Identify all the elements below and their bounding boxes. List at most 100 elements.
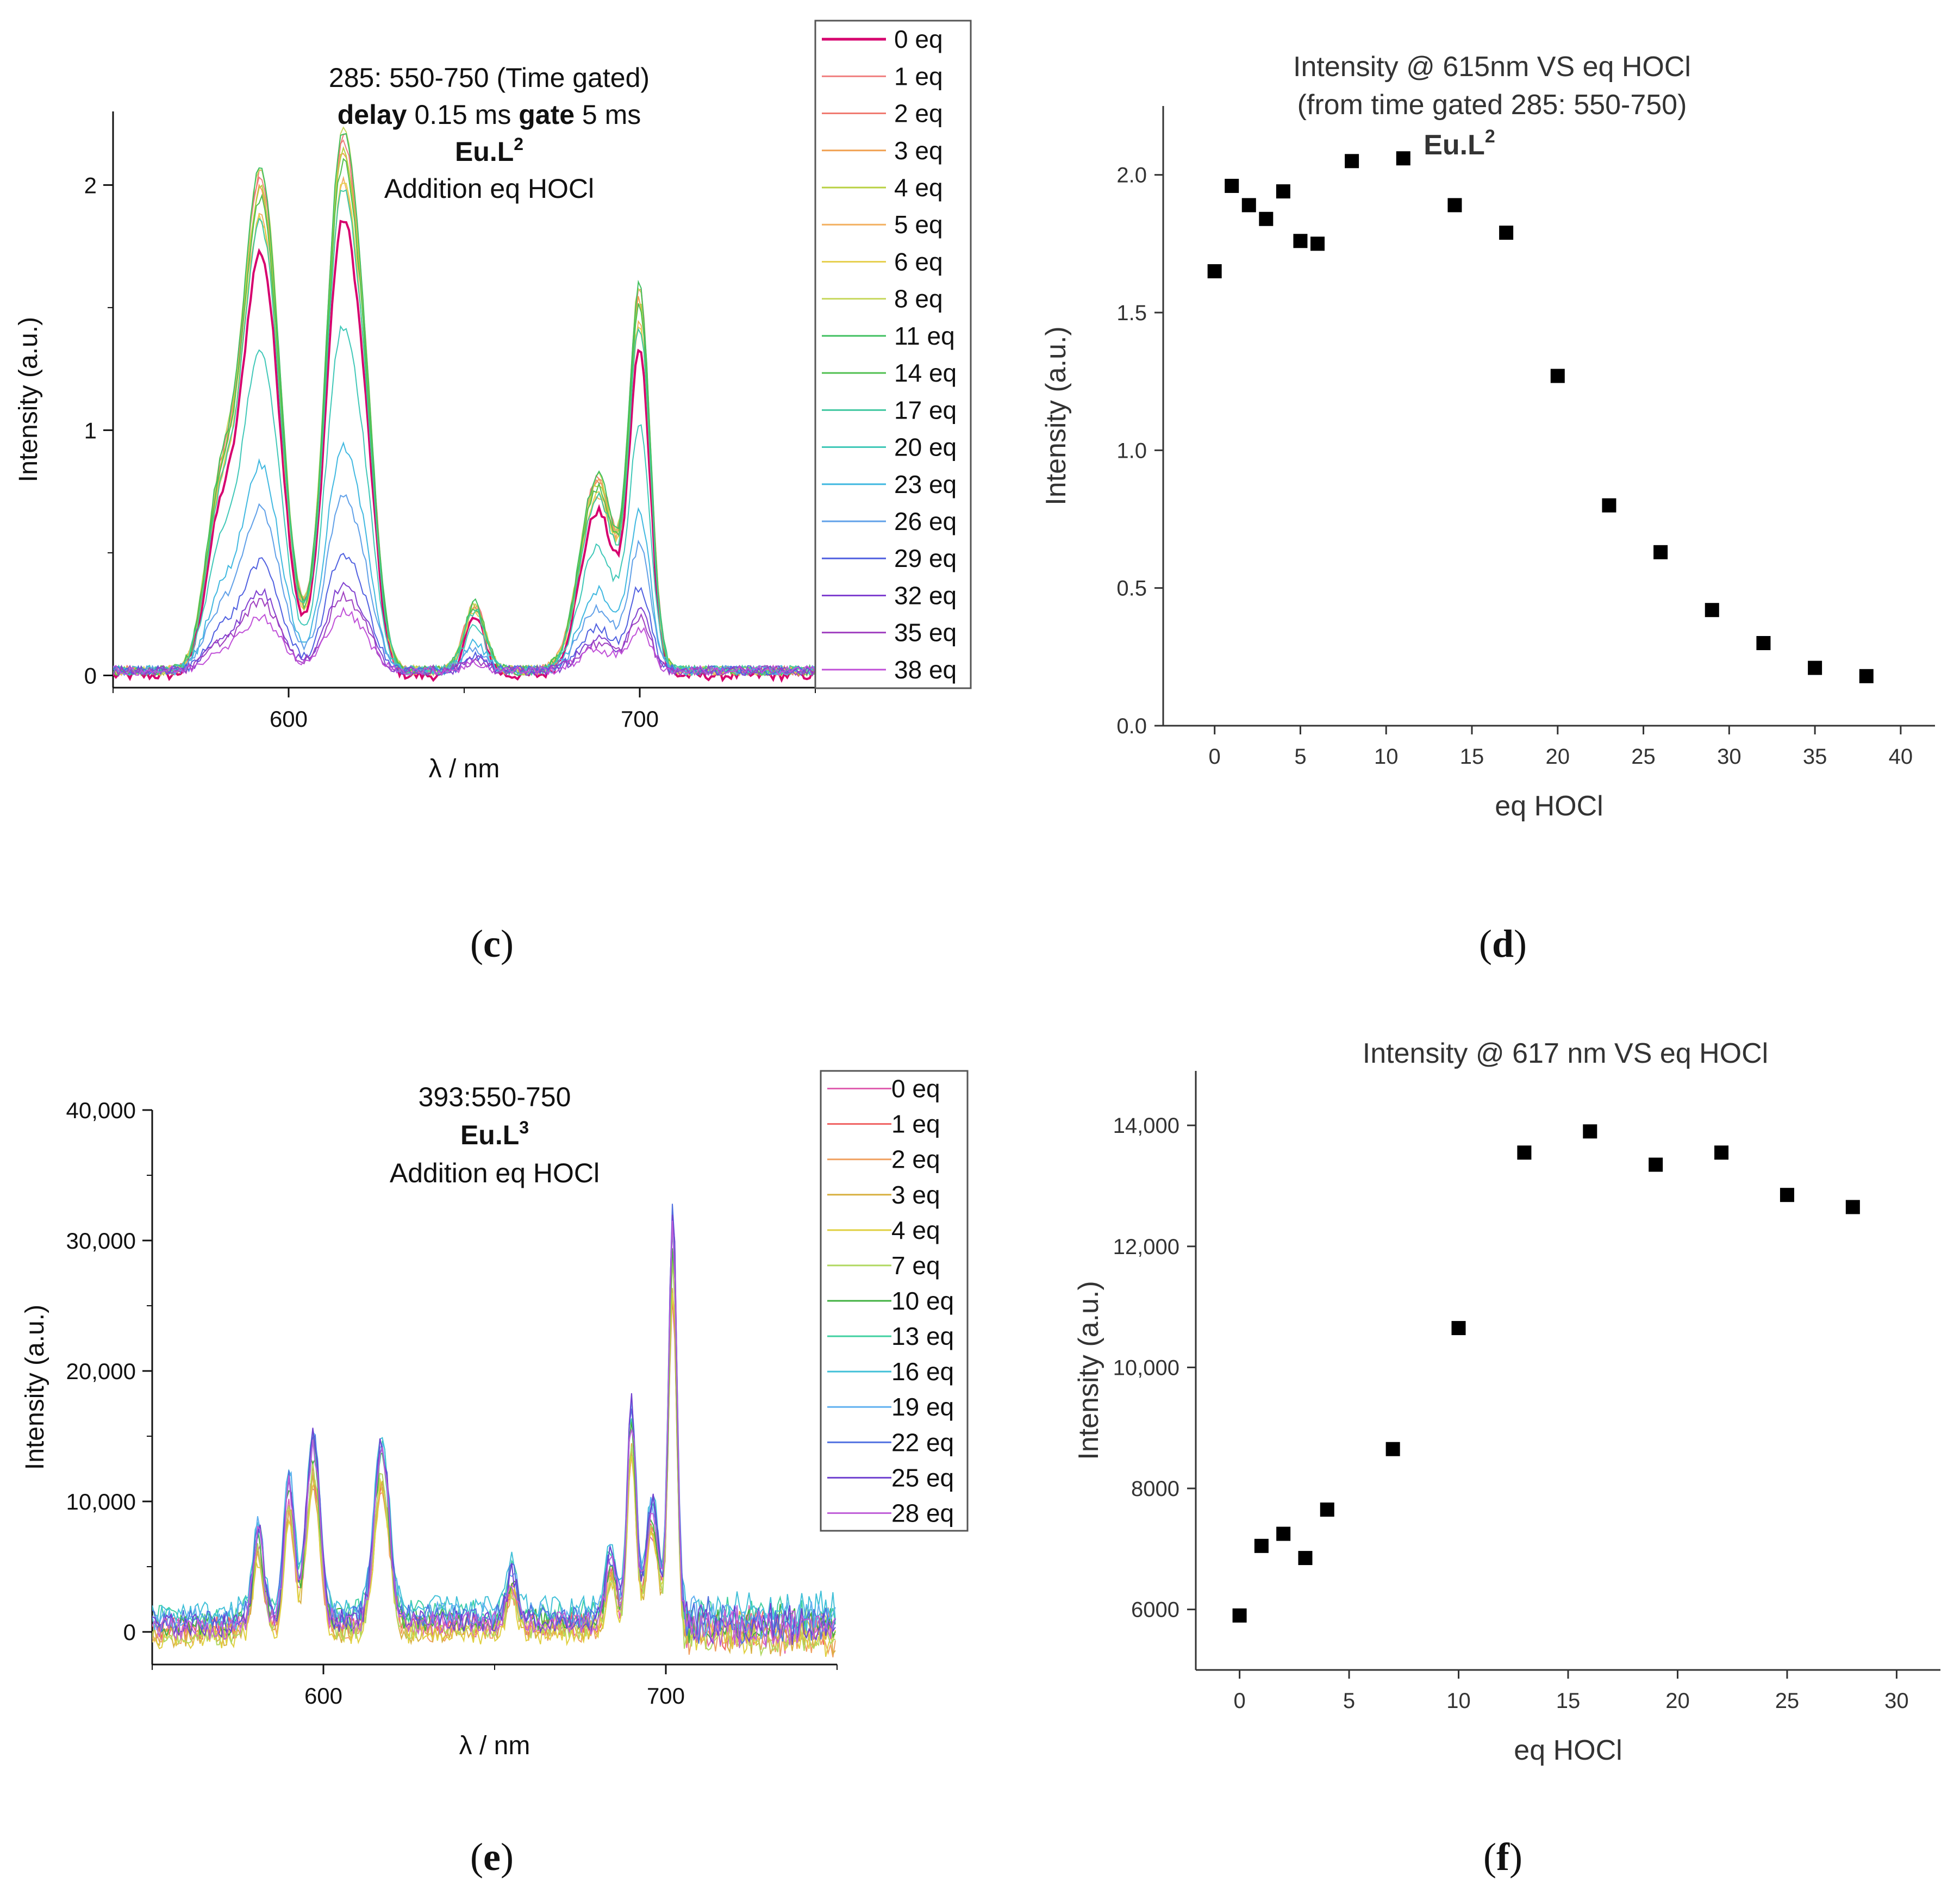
legend: 0 eq 1 eq 2 eq 3 eq 4 eq 5 eq 6 eq 8 eq 11 eq 14 … <box>814 20 972 689</box>
chart-title-line: Intensity @ 615nm VS eq HOCl <box>1293 51 1691 83</box>
spectrum-line-29-eq <box>113 552 815 676</box>
x-axis-label: λ / nm <box>459 1731 530 1760</box>
data-point <box>1310 236 1325 251</box>
panel-c: 600 700 0 1 2 λ / nm Intensity (a.u.) 285: 550-… <box>14 20 972 965</box>
data-point <box>1385 1442 1400 1456</box>
x-tick-label: 25 <box>1775 1689 1800 1713</box>
x-tick-label: 5 <box>1343 1689 1355 1713</box>
delay-label: delay <box>338 99 407 130</box>
x-axis-label: eq HOCl <box>1514 1735 1622 1766</box>
y-tick-label: 40,000 <box>66 1098 136 1123</box>
legend-label: 32 eq <box>894 581 957 609</box>
legend: 0 eq 1 eq 2 eq 3 eq 4 eq 7 eq 10 eq 13 eq 16 eq 1… <box>820 1070 969 1532</box>
y-axis-label: Intensity (a.u.) <box>14 317 43 482</box>
legend-label: 25 eq <box>891 1463 954 1492</box>
chart-title-line: Intensity @ 617 nm VS eq HOCl <box>1363 1038 1768 1069</box>
legend-label: 3 eq <box>891 1181 940 1209</box>
legend-label: 13 eq <box>891 1322 954 1350</box>
data-point <box>1705 603 1719 618</box>
x-axis-label: eq HOCl <box>1495 790 1603 822</box>
y-tick-label: 0 <box>123 1619 136 1645</box>
x-tick-label: 20 <box>1665 1689 1690 1713</box>
x-tick-label: 700 <box>647 1683 685 1709</box>
data-point <box>1499 226 1514 240</box>
plot-area <box>152 1204 836 1657</box>
x-tick-label: 10 <box>1446 1689 1471 1713</box>
chart-title-compound: Eu.L3 <box>460 1118 529 1150</box>
caption-open: ( <box>1483 1835 1496 1879</box>
data-point <box>1583 1124 1597 1139</box>
data-point <box>1207 264 1222 278</box>
caption-letter: f <box>1496 1835 1510 1879</box>
data-point <box>1447 198 1462 213</box>
spectrum-line-2-eq <box>152 1292 836 1657</box>
caption-open: ( <box>470 1835 483 1879</box>
data-point <box>1714 1145 1729 1160</box>
chart-title-line: 393:550-750 <box>419 1082 571 1112</box>
spectrum-line-4-eq <box>152 1293 836 1657</box>
data-point <box>1259 211 1274 226</box>
y-tick-label: 0.5 <box>1116 577 1147 601</box>
data-point <box>1293 234 1308 248</box>
caption-open: ( <box>470 922 483 965</box>
legend-label: 3 eq <box>894 136 943 165</box>
y-tick-label: 30,000 <box>66 1228 136 1254</box>
legend-label: 19 eq <box>891 1393 954 1421</box>
panel-d: 0 5 10 15 20 25 30 35 40 0.0 0.5 1.0 1.5 2.0 eq HOCl In… <box>1040 51 1935 965</box>
legend-label: 38 eq <box>894 656 957 684</box>
data-point <box>1653 545 1668 559</box>
delay-value: 0.15 ms <box>407 99 519 130</box>
y-tick-label: 10,000 <box>66 1489 136 1514</box>
legend-label: 17 eq <box>894 396 957 424</box>
compound-name: Eu.L <box>460 1120 519 1150</box>
legend-label: 14 eq <box>894 359 957 387</box>
spectrum-line-2-eq <box>113 133 815 677</box>
data-point <box>1602 498 1616 513</box>
data-point <box>1845 1200 1860 1214</box>
caption-close: ) <box>1514 922 1527 965</box>
spectrum-line-1-eq <box>113 139 815 677</box>
chart-title-line: (from time gated 285: 550-750) <box>1297 89 1687 121</box>
legend-label: 11 eq <box>894 322 955 350</box>
compound-superscript: 2 <box>514 134 523 154</box>
legend-label: 20 eq <box>894 433 957 462</box>
spectrum-line-4-eq <box>113 146 815 677</box>
legend-label: 4 eq <box>891 1216 940 1244</box>
y-tick-label: 20,000 <box>66 1358 136 1384</box>
legend-label: 29 eq <box>894 544 957 572</box>
caption-letter: d <box>1492 922 1514 965</box>
caption-letter: c <box>483 922 501 965</box>
y-axis-label: Intensity (a.u.) <box>1073 1281 1104 1460</box>
x-tick-label: 25 <box>1631 745 1656 769</box>
y-tick-label: 1.5 <box>1116 301 1147 325</box>
y-axis-label: Intensity (a.u.) <box>21 1305 49 1470</box>
y-tick-label: 8000 <box>1131 1477 1179 1501</box>
legend-label: 35 eq <box>894 619 957 647</box>
legend-label: 0 eq <box>894 25 943 53</box>
y-tick-label: 2 <box>84 172 97 198</box>
legend-label: 6 eq <box>894 247 943 276</box>
data-point <box>1345 154 1359 169</box>
chart-title-addition: Addition eq HOCl <box>390 1158 600 1188</box>
data-point <box>1254 1538 1269 1553</box>
data-point <box>1276 1526 1291 1541</box>
legend-label: 26 eq <box>894 507 957 535</box>
data-point <box>1808 660 1822 675</box>
data-point <box>1550 369 1565 383</box>
plot-area <box>113 126 815 683</box>
legend-label: 4 eq <box>894 173 943 202</box>
gate-label: gate <box>519 99 575 130</box>
legend-label: 7 eq <box>891 1251 940 1280</box>
data-point <box>1298 1551 1313 1566</box>
y-tick-label: 0 <box>84 663 97 688</box>
legend-label: 22 eq <box>891 1428 954 1456</box>
legend-label: 5 eq <box>894 210 943 239</box>
legend-label: 28 eq <box>891 1499 954 1527</box>
y-tick-label: 6000 <box>1131 1598 1179 1622</box>
data-point <box>1649 1157 1663 1172</box>
legend-label: 8 eq <box>894 285 943 313</box>
data-point <box>1780 1188 1794 1202</box>
x-tick-label: 700 <box>621 706 659 732</box>
legend-label: 1 eq <box>891 1110 940 1138</box>
